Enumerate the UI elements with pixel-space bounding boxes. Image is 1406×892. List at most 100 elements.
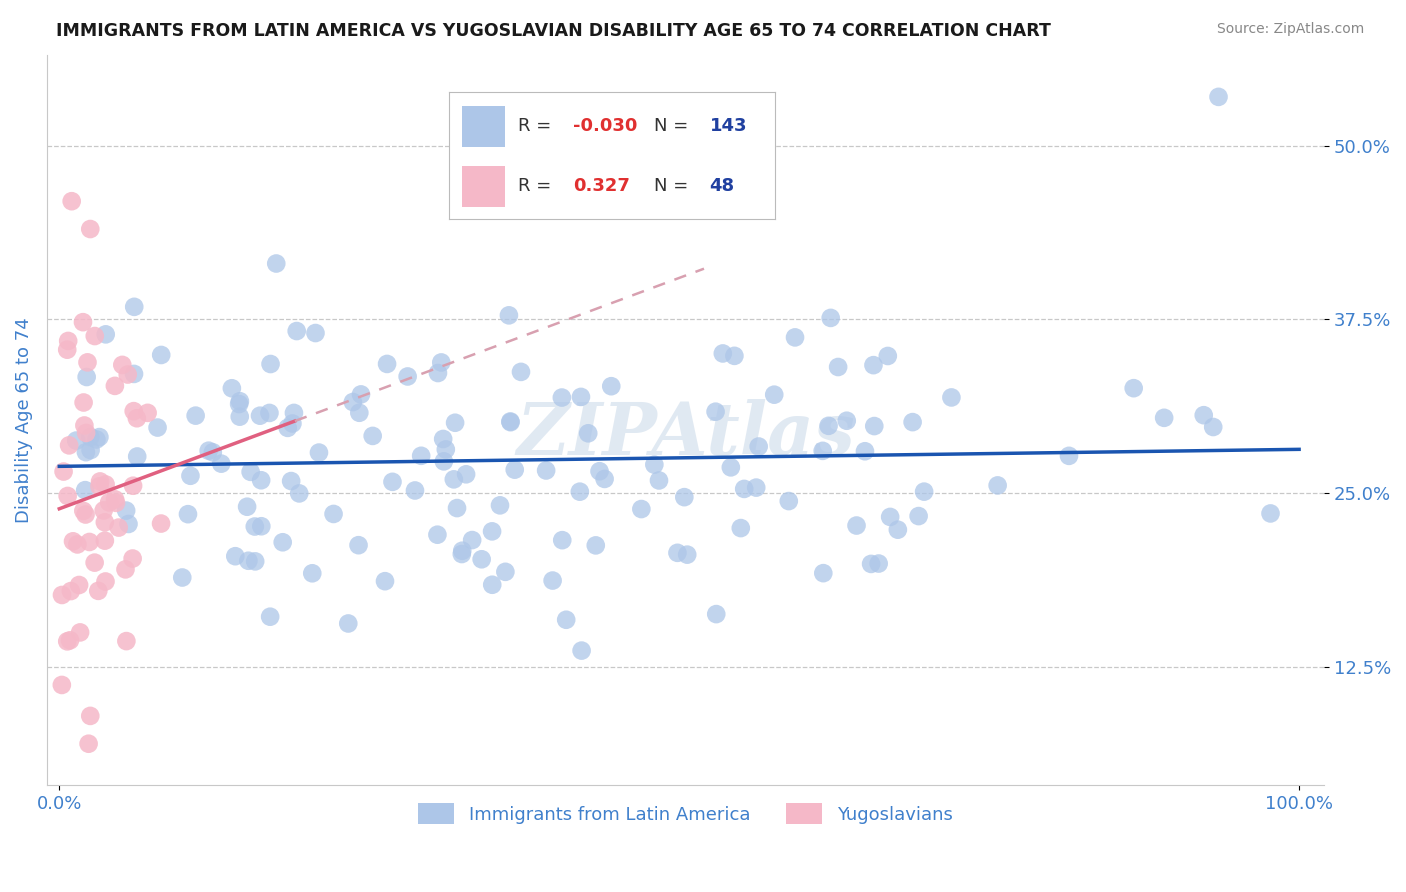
Point: [499, 415, 522, 429]
Point: [643, 458, 665, 472]
Point: [59, 633, 82, 648]
Point: [172, 570, 194, 584]
Point: [209, 457, 232, 471]
Point: [845, 518, 868, 533]
Point: [1202, 420, 1225, 434]
Point: [426, 527, 449, 541]
Point: [987, 478, 1010, 492]
Point: [79, 535, 101, 549]
Point: [83, 556, 105, 570]
Point: [224, 549, 246, 564]
Point: [72, 315, 94, 329]
Point: [730, 521, 752, 535]
Point: [396, 369, 419, 384]
Point: [122, 404, 145, 418]
Point: [443, 472, 465, 486]
Point: [503, 463, 526, 477]
Point: [184, 409, 207, 423]
Point: [229, 409, 252, 424]
Point: [285, 324, 308, 338]
Point: [259, 406, 281, 420]
Point: [83, 329, 105, 343]
Point: [239, 465, 262, 479]
Point: [243, 554, 266, 568]
Point: [280, 474, 302, 488]
Point: [228, 397, 250, 411]
Point: [827, 359, 849, 374]
Point: [498, 309, 520, 323]
Point: [77, 737, 100, 751]
Point: [65, 434, 87, 448]
Point: [748, 440, 770, 454]
Point: [510, 365, 533, 379]
Point: [673, 490, 696, 504]
Point: [1208, 90, 1230, 104]
Point: [763, 387, 786, 401]
Point: [704, 607, 727, 621]
Point: [89, 430, 111, 444]
Point: [630, 502, 652, 516]
Point: [723, 349, 745, 363]
Point: [150, 348, 173, 362]
Point: [94, 574, 117, 589]
Point: [73, 418, 96, 433]
Point: [121, 551, 143, 566]
Point: [666, 546, 689, 560]
Point: [471, 552, 494, 566]
Point: [494, 565, 516, 579]
Point: [901, 415, 924, 429]
Point: [179, 468, 201, 483]
Point: [337, 616, 360, 631]
Point: [56, 489, 79, 503]
Point: [568, 484, 591, 499]
Point: [150, 516, 173, 531]
Point: [79, 709, 101, 723]
Point: [868, 557, 890, 571]
Point: [117, 368, 139, 382]
Point: [444, 416, 467, 430]
Point: [66, 537, 89, 551]
Point: [62, 534, 84, 549]
Point: [259, 357, 281, 371]
Point: [56, 634, 79, 648]
Point: [720, 460, 742, 475]
Point: [555, 613, 578, 627]
Point: [146, 420, 169, 434]
Point: [551, 533, 574, 548]
Point: [347, 538, 370, 552]
Point: [56, 334, 79, 348]
Point: [820, 310, 842, 325]
Point: [58, 438, 80, 452]
Point: [430, 355, 453, 369]
Point: [281, 417, 304, 431]
Point: [67, 578, 90, 592]
Point: [75, 508, 97, 522]
Point: [499, 414, 522, 428]
Point: [1153, 410, 1175, 425]
Point: [107, 520, 129, 534]
Point: [271, 535, 294, 549]
Point: [115, 634, 138, 648]
Point: [745, 481, 768, 495]
Point: [288, 486, 311, 500]
Point: [127, 450, 149, 464]
Point: [221, 381, 243, 395]
Point: [75, 483, 97, 498]
Point: [648, 474, 671, 488]
Point: [481, 524, 503, 539]
Point: [238, 554, 260, 568]
Point: [835, 414, 858, 428]
Point: [76, 370, 98, 384]
Point: [277, 421, 299, 435]
Point: [1057, 449, 1080, 463]
Point: [301, 566, 323, 581]
Point: [79, 430, 101, 444]
Point: [117, 516, 139, 531]
Point: [51, 678, 73, 692]
Point: [489, 499, 512, 513]
Point: [111, 358, 134, 372]
Point: [450, 547, 472, 561]
Point: [876, 349, 898, 363]
Point: [374, 574, 396, 589]
Point: [177, 507, 200, 521]
